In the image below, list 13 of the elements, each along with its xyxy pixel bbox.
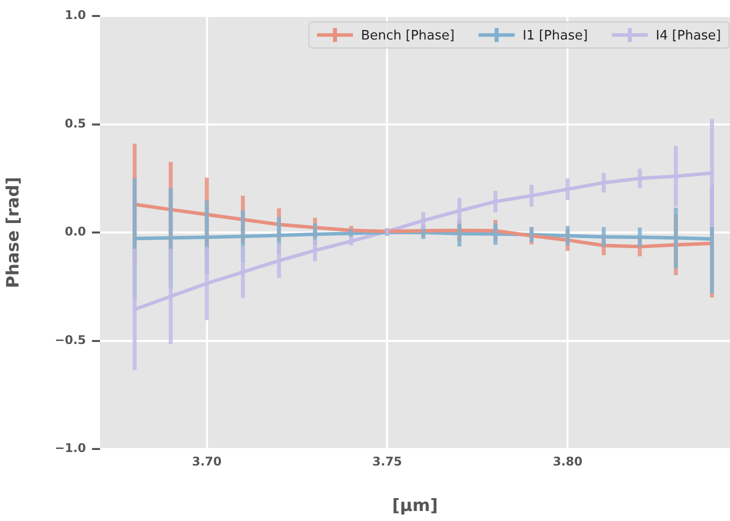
y-axis-title: Phase [rad] <box>4 176 24 288</box>
y-tick-label: 0.5 <box>64 116 86 130</box>
x-tick-label: 3.70 <box>192 454 222 468</box>
x-tick-label: 3.75 <box>372 454 402 468</box>
x-axis-title: [μm] <box>392 496 438 516</box>
x-tick-label: 3.80 <box>552 454 582 468</box>
y-tick-label: −0.5 <box>54 332 86 347</box>
legend-label: I1 [Phase] <box>522 28 588 44</box>
legend-label: I4 [Phase] <box>656 28 722 44</box>
y-tick-label: −1.0 <box>54 441 86 456</box>
y-tick-label: 1.0 <box>64 8 86 22</box>
y-tick-label: 0.0 <box>64 224 86 239</box>
legend-label: Bench [Phase] <box>360 28 455 44</box>
